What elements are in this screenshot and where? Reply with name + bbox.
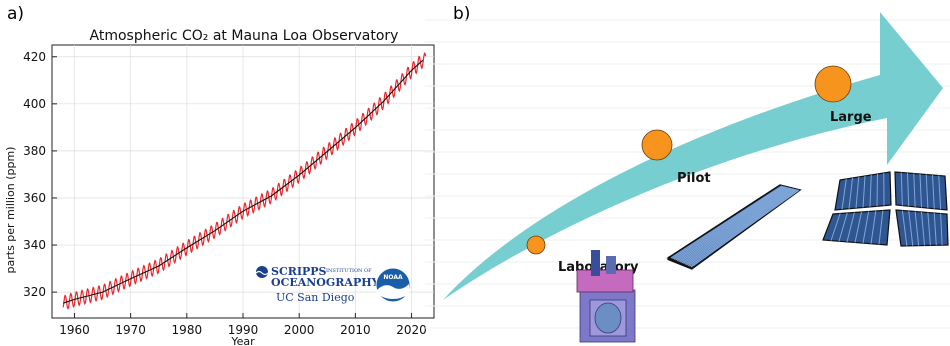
chart-title: Atmospheric CO₂ at Mauna Loa Observatory [90,28,399,44]
x-tick-label: 2020 [396,323,427,337]
scripps-sub: INSTITUTION OF [326,268,372,274]
x-tick-label: 1990 [228,323,259,337]
scripps-name: SCRIPPS [271,265,327,278]
y-tick-label: 400 [23,97,46,111]
stage-marker-laboratory [526,235,546,255]
scripps-wave-icon [255,270,269,276]
x-tick-label: 2000 [284,323,315,337]
y-tick-label: 320 [23,285,46,299]
grid-layer [52,45,434,318]
stage-marker-pilot [641,129,673,161]
tick-layer: 1960 1970 1980 1990 2000 2010 2020 320 340 360 380… [23,50,427,337]
y-tick-label: 340 [23,238,46,252]
scale-up-arrow [443,12,943,300]
y-axis-label: parts per million (ppm) [4,147,17,274]
laboratory-reactor-illustration [576,250,636,343]
y-tick-label: 380 [23,144,46,158]
x-axis-label: Year [230,335,255,346]
panel-b-label: b) [453,4,471,24]
panel-a-label: a) [7,4,25,24]
large-array-illustration [822,171,949,247]
pilot-panel-illustration [666,184,802,270]
stage-label-large: Large [830,110,872,125]
scale-up-diagram: Laboratory Pilot Large [425,12,950,343]
scripps-logo: SCRIPPS INSTITUTION OF OCEANOGRAPHY UC S… [255,265,380,304]
stage-marker-large [814,65,852,103]
noaa-text: NOAA [383,274,403,281]
noaa-logo: NOAA [375,267,411,303]
scripps-oceanography: OCEANOGRAPHY [271,276,380,289]
x-tick-label: 1970 [115,323,146,337]
stage-label-pilot: Pilot [677,171,711,186]
annual-trend-line [63,59,424,304]
co2-chart: Atmospheric CO₂ at Mauna Loa Observatory… [4,28,435,346]
y-tick-label: 420 [23,50,46,64]
monthly-mean-line [62,52,427,310]
x-tick-label: 2010 [340,323,371,337]
ucsd-logo: UC San Diego [276,291,355,304]
y-tick-label: 360 [23,191,46,205]
noaa-bird-icon [377,284,409,299]
x-tick-label: 1980 [172,323,203,337]
x-tick-label: 1960 [59,323,90,337]
